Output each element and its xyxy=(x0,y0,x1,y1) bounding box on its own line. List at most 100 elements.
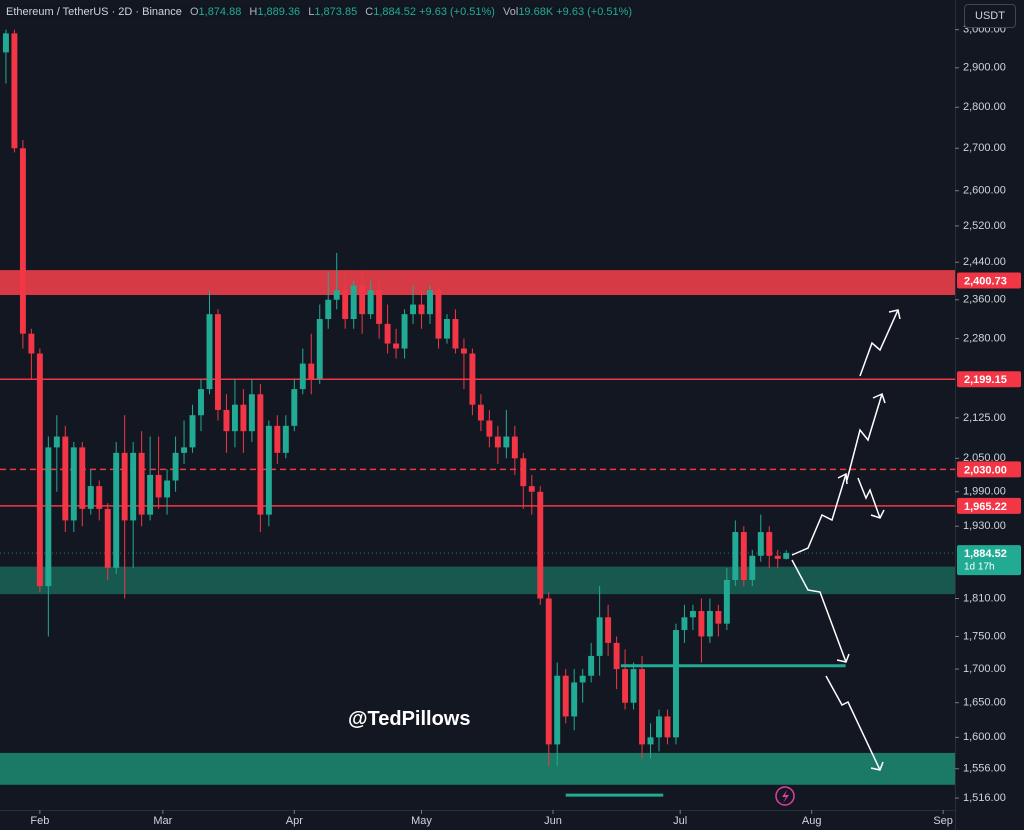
candle-body xyxy=(783,553,790,559)
candle-body xyxy=(410,304,417,315)
candle-body xyxy=(257,394,264,515)
y-tick-label: 2,125.00 xyxy=(963,412,1006,424)
ohlc-key: H xyxy=(249,6,258,18)
candle-body xyxy=(393,343,400,349)
candle-body xyxy=(240,404,247,432)
candle-body xyxy=(757,532,764,556)
y-tick-label: 1,600.00 xyxy=(963,731,1006,743)
candle-body xyxy=(376,290,383,324)
price-tag xyxy=(957,272,1021,289)
ohlc-key: C xyxy=(365,6,374,18)
candle-body xyxy=(274,425,281,453)
candle-body xyxy=(172,452,179,481)
candle-body xyxy=(571,682,578,717)
candle-body xyxy=(689,611,696,618)
candle-body xyxy=(664,716,671,738)
candle-body xyxy=(138,452,145,515)
vol-change: +9.63 (+0.51%) xyxy=(556,6,633,18)
arrow-path xyxy=(846,393,883,481)
candle-body xyxy=(384,323,391,344)
candle-body xyxy=(537,491,544,599)
candle-body xyxy=(53,436,60,448)
ohlc-key: L xyxy=(308,6,315,18)
y-tick-label: 1,516.00 xyxy=(963,792,1006,804)
y-tick-label: 1,930.00 xyxy=(963,520,1006,532)
arrow-head xyxy=(888,309,901,320)
arrow-head xyxy=(872,392,886,404)
arrow-head xyxy=(870,761,884,771)
candle-body xyxy=(36,353,43,587)
arrow-path xyxy=(859,309,899,377)
icon-bolt xyxy=(782,790,789,803)
candle-body xyxy=(316,319,323,379)
currency-button[interactable]: USDT xyxy=(964,4,1016,28)
vol-value: 19.68K xyxy=(518,6,554,18)
ohlc-value: 1,889.36 xyxy=(257,6,301,18)
candle-body xyxy=(282,425,289,453)
y-tick-label: 1,750.00 xyxy=(963,630,1006,642)
candle-body xyxy=(350,285,357,320)
price-tag xyxy=(957,371,1021,388)
candle-body xyxy=(62,436,69,521)
ohlc-key: O xyxy=(189,6,199,18)
icon-circle xyxy=(775,786,795,806)
candle-body xyxy=(681,617,688,631)
candle-body xyxy=(28,333,35,354)
y-tick-label: 2,800.00 xyxy=(963,101,1006,113)
vol-key: Vol xyxy=(503,6,519,18)
candle-body xyxy=(248,394,255,432)
current-price-tag xyxy=(957,545,1021,576)
y-tick-label: 1,650.00 xyxy=(963,697,1006,709)
candle-body xyxy=(113,452,120,568)
candle-body xyxy=(299,363,306,390)
candle-body xyxy=(579,675,586,683)
arrow-head xyxy=(836,653,850,663)
candle-body xyxy=(520,458,527,487)
candle-body xyxy=(418,304,425,315)
candle-body xyxy=(732,532,739,580)
candle-body xyxy=(11,33,18,149)
y-tick-label: 1,810.00 xyxy=(963,592,1006,604)
candle-body xyxy=(2,33,9,53)
candle-body xyxy=(698,611,705,637)
candle-body xyxy=(189,415,196,448)
arrow-head xyxy=(837,472,848,485)
current-price-label: 1,884.52 xyxy=(964,548,1007,560)
candle-body xyxy=(325,299,332,320)
candle-body xyxy=(656,716,662,738)
candle-body xyxy=(223,409,230,432)
candle-body xyxy=(605,617,612,643)
y-tick-label: 2,280.00 xyxy=(963,333,1006,345)
y-tick-label: 1,700.00 xyxy=(963,663,1006,675)
candle-body xyxy=(427,290,433,315)
candle-body xyxy=(596,617,603,656)
y-tick-label: 2,900.00 xyxy=(963,62,1006,74)
y-tick-label: 2,700.00 xyxy=(963,142,1006,154)
candle-body xyxy=(215,314,221,410)
projection-arrows xyxy=(791,309,901,771)
x-tick-label: Apr xyxy=(286,815,303,827)
candle-body xyxy=(181,447,188,453)
candle-body xyxy=(155,474,162,498)
watermark: @TedPillows xyxy=(348,708,471,730)
y-tick-label: 2,050.00 xyxy=(963,452,1006,464)
candle-body xyxy=(333,290,340,300)
candle-body xyxy=(206,314,213,390)
candle-body xyxy=(766,532,773,556)
x-tick-label: Aug xyxy=(802,815,822,827)
candle-body xyxy=(647,737,654,745)
candle-body xyxy=(342,290,349,320)
zone xyxy=(0,270,955,296)
x-tick-label: Feb xyxy=(30,815,49,827)
candle-body xyxy=(486,420,493,437)
candle-body xyxy=(723,579,730,624)
candle-body xyxy=(435,290,442,339)
y-tick-label: 2,520.00 xyxy=(963,220,1006,232)
candle-body xyxy=(749,555,756,580)
candle-body xyxy=(359,285,366,315)
candle-body xyxy=(164,480,171,498)
candle-body xyxy=(639,669,646,745)
